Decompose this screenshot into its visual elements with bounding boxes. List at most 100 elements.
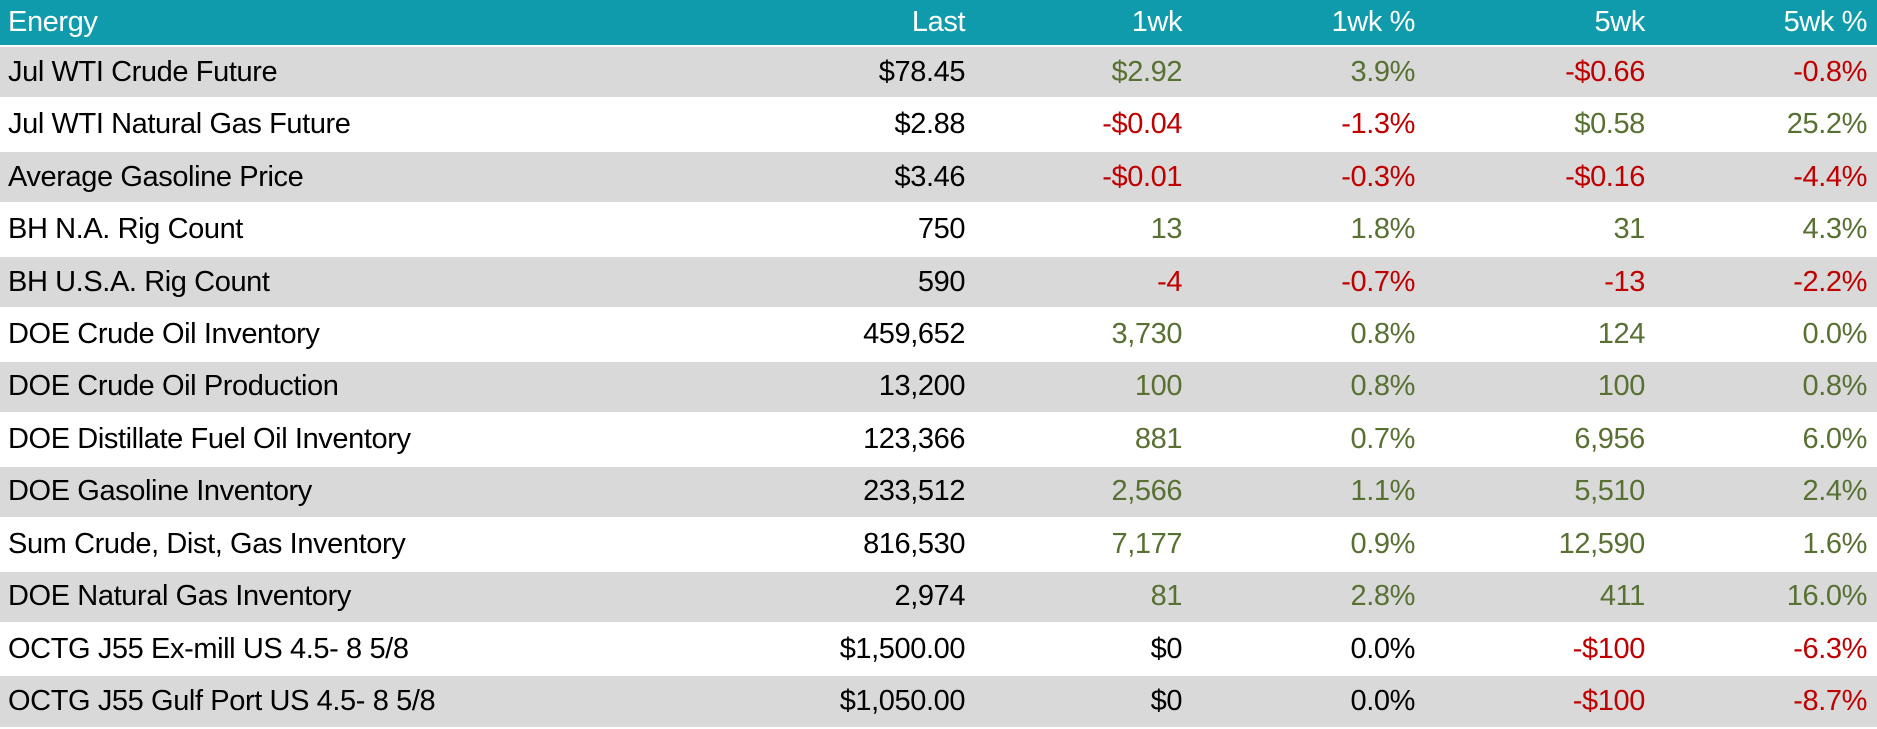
value-cell: 31: [1425, 203, 1655, 257]
row-label: BH U.S.A. Rig Count: [0, 255, 748, 310]
value-cell: 124: [1425, 308, 1655, 362]
row-label: Jul WTI Crude Future: [0, 46, 748, 100]
value-cell: $3.46: [748, 150, 976, 205]
value-cell: 12,590: [1425, 518, 1655, 572]
table-row: DOE Crude Oil Inventory 459,652 3,730 0.8% 1…: [0, 308, 1877, 362]
row-label: Jul WTI Natural Gas Future: [0, 98, 748, 152]
row-label: OCTG J55 Ex-mill US 4.5- 8 5/8: [0, 622, 748, 677]
table-row: OCTG J55 Ex-mill US 4.5- 8 5/8 $1,500.00 $…: [0, 622, 1877, 677]
value-cell: $2.92: [975, 46, 1193, 100]
value-cell: 2.4%: [1654, 465, 1877, 520]
header-5wk-pct: 5wk %: [1654, 0, 1877, 47]
value-cell: 6,956: [1425, 413, 1655, 467]
row-label: DOE Gasoline Inventory: [0, 465, 748, 520]
value-cell: 233,512: [748, 465, 976, 520]
value-cell: $78.45: [748, 46, 976, 100]
value-cell: 0.0%: [1192, 675, 1425, 729]
value-cell: $1,500.00: [748, 622, 976, 677]
value-cell: 3,730: [975, 308, 1193, 362]
value-cell: 0.8%: [1192, 308, 1425, 362]
value-cell: 3.9%: [1192, 46, 1425, 100]
table-row: DOE Distillate Fuel Oil Inventory 123,366…: [0, 413, 1877, 467]
value-cell: -$0.01: [975, 150, 1193, 205]
value-cell: 1.6%: [1654, 518, 1877, 572]
value-cell: -0.8%: [1654, 46, 1877, 100]
value-cell: 1.8%: [1192, 203, 1425, 257]
value-cell: 0.8%: [1654, 360, 1877, 415]
value-cell: -2.2%: [1654, 255, 1877, 310]
table-row: Jul WTI Crude Future $78.45 $2.92 3.9% -$0.6…: [0, 46, 1877, 100]
header-1wk-pct: 1wk %: [1192, 0, 1425, 47]
value-cell: -13: [1425, 255, 1655, 310]
value-cell: 0.7%: [1192, 413, 1425, 467]
value-cell: 100: [975, 360, 1193, 415]
table-row: DOE Gasoline Inventory 233,512 2,566 1.1% 5,…: [0, 465, 1877, 520]
header-energy: Energy: [0, 0, 748, 47]
value-cell: $0: [975, 675, 1193, 729]
value-cell: 7,177: [975, 518, 1193, 572]
table-row: DOE Natural Gas Inventory 2,974 81 2.8% 411 1…: [0, 570, 1877, 624]
value-cell: 13,200: [748, 360, 976, 415]
row-label: Average Gasoline Price: [0, 150, 748, 205]
value-cell: -1.3%: [1192, 98, 1425, 152]
row-label: DOE Natural Gas Inventory: [0, 570, 748, 624]
value-cell: -6.3%: [1654, 622, 1877, 677]
header-5wk: 5wk: [1425, 0, 1655, 47]
value-cell: -$100: [1425, 675, 1655, 729]
value-cell: -$0.66: [1425, 46, 1655, 100]
row-label: DOE Crude Oil Inventory: [0, 308, 748, 362]
value-cell: -0.3%: [1192, 150, 1425, 205]
value-cell: 123,366: [748, 413, 976, 467]
value-cell: -$0.04: [975, 98, 1193, 152]
value-cell: $0.58: [1425, 98, 1655, 152]
row-label: OCTG J55 Gulf Port US 4.5- 8 5/8: [0, 675, 748, 729]
value-cell: 2.8%: [1192, 570, 1425, 624]
table-row: DOE Crude Oil Production 13,200 100 0.8% 100…: [0, 360, 1877, 415]
value-cell: 411: [1425, 570, 1655, 624]
header-1wk: 1wk: [975, 0, 1193, 47]
value-cell: 16.0%: [1654, 570, 1877, 624]
value-cell: $1,050.00: [748, 675, 976, 729]
value-cell: 816,530: [748, 518, 976, 572]
table-row: BH N.A. Rig Count 750 13 1.8% 31 4.3%: [0, 203, 1877, 257]
row-label: DOE Distillate Fuel Oil Inventory: [0, 413, 748, 467]
value-cell: 881: [975, 413, 1193, 467]
value-cell: 750: [748, 203, 976, 257]
value-cell: 25.2%: [1654, 98, 1877, 152]
value-cell: $0: [975, 622, 1193, 677]
value-cell: 590: [748, 255, 976, 310]
table-row: Jul WTI Natural Gas Future $2.88 -$0.04 -1.…: [0, 98, 1877, 152]
header-last: Last: [748, 0, 976, 47]
table-body: Jul WTI Crude Future $78.45 $2.92 3.9% -$0.6…: [0, 46, 1877, 729]
value-cell: 81: [975, 570, 1193, 624]
value-cell: 0.8%: [1192, 360, 1425, 415]
value-cell: -4.4%: [1654, 150, 1877, 205]
table-row: Sum Crude, Dist, Gas Inventory 816,530 7,1…: [0, 518, 1877, 572]
value-cell: 6.0%: [1654, 413, 1877, 467]
value-cell: -8.7%: [1654, 675, 1877, 729]
row-label: Sum Crude, Dist, Gas Inventory: [0, 518, 748, 572]
row-label: BH N.A. Rig Count: [0, 203, 748, 257]
value-cell: 2,974: [748, 570, 976, 624]
header-row: Energy Last 1wk 1wk % 5wk 5wk %: [0, 0, 1877, 47]
value-cell: 0.0%: [1192, 622, 1425, 677]
value-cell: 4.3%: [1654, 203, 1877, 257]
value-cell: 2,566: [975, 465, 1193, 520]
value-cell: -$100: [1425, 622, 1655, 677]
value-cell: 100: [1425, 360, 1655, 415]
value-cell: 0.9%: [1192, 518, 1425, 572]
table-row: BH U.S.A. Rig Count 590 -4 -0.7% -13 -2.2%: [0, 255, 1877, 310]
table-row: Average Gasoline Price $3.46 -$0.01 -0.3% -$…: [0, 150, 1877, 205]
value-cell: 459,652: [748, 308, 976, 362]
value-cell: -4: [975, 255, 1193, 310]
value-cell: -$0.16: [1425, 150, 1655, 205]
value-cell: 13: [975, 203, 1193, 257]
value-cell: -0.7%: [1192, 255, 1425, 310]
value-cell: 1.1%: [1192, 465, 1425, 520]
table-row: OCTG J55 Gulf Port US 4.5- 8 5/8 $1,050.0…: [0, 675, 1877, 729]
value-cell: 5,510: [1425, 465, 1655, 520]
value-cell: 0.0%: [1654, 308, 1877, 362]
value-cell: $2.88: [748, 98, 976, 152]
